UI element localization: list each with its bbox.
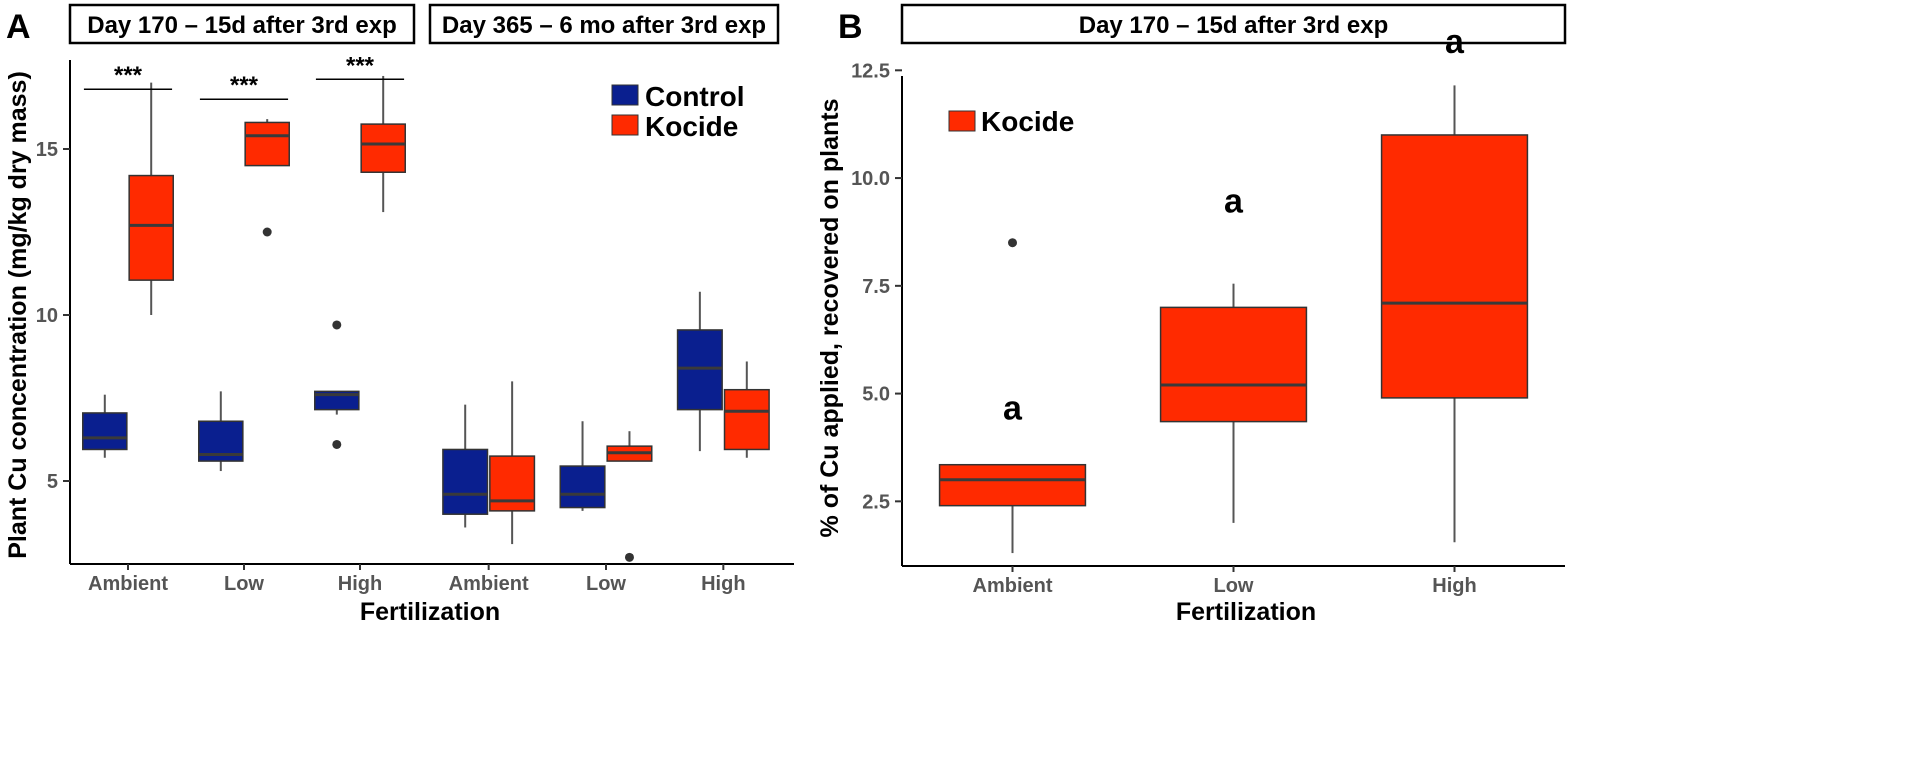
box-a1-low-kocide-outlier-0 — [262, 227, 272, 237]
legend-entry-kocide-swatch — [611, 114, 639, 136]
legend-entry-control-label: Control — [645, 81, 745, 112]
x-axis-title-a: Fertilization — [360, 598, 500, 626]
box-a2-low-control-box — [559, 465, 606, 509]
box-a2-high-kocide-box — [723, 388, 770, 451]
legend-entry-control-swatch — [611, 84, 639, 106]
facet-strip-label-1: Day 170 – 15d after 3rd exp — [87, 12, 397, 39]
y-tick-label-a-1: 10 — [36, 305, 58, 327]
group-letter-high: a — [1445, 23, 1465, 61]
legend-b-kocide-swatch — [948, 110, 976, 132]
significance-label-high: *** — [346, 52, 375, 79]
y-axis-title-a: Plant Cu concentration (mg/kg dry mass) — [4, 71, 32, 559]
x-tick-label-b-low: Low — [1214, 575, 1254, 597]
box-a1-high-kocide-box — [360, 123, 406, 173]
panel-label-a: A — [6, 8, 31, 46]
y-tick-label-b-1: 5.0 — [862, 384, 890, 406]
y-axis-title-b: % of Cu applied, recovered on plants — [816, 99, 844, 538]
box-a2-low-kocide-outlier-0 — [624, 552, 634, 562]
x-tick-label-a-2-low: Low — [586, 573, 626, 595]
box-b-ambient-outlier-0 — [1008, 238, 1017, 248]
facet-strip-2 — [428, 3, 780, 45]
box-b-ambient-box — [938, 463, 1087, 507]
facet-strip-label-2: Day 365 – 6 mo after 3rd exp — [442, 12, 766, 39]
box-b-low-box — [1159, 306, 1308, 423]
facet-strip-label-b: Day 170 – 15d after 3rd exp — [1079, 12, 1389, 39]
x-tick-label-a-1-low: Low — [224, 573, 264, 595]
box-a2-ambient-kocide-box — [489, 455, 536, 512]
y-tick-label-a-0: 5 — [47, 471, 58, 493]
legend-entry-kocide-label: Kocide — [645, 111, 738, 142]
box-a2-ambient-control-box — [442, 448, 489, 515]
x-tick-label-a-2-high: High — [701, 573, 745, 595]
x-tick-label-a-1-ambient: Ambient — [88, 573, 168, 595]
box-a1-low-kocide-box — [244, 121, 290, 167]
y-tick-label-b-4: 12.5 — [851, 60, 890, 82]
y-tick-label-a-2: 15 — [36, 139, 58, 161]
x-tick-label-b-ambient: Ambient — [973, 575, 1053, 597]
legend-b-kocide-label: Kocide — [981, 106, 1074, 137]
box-a2-high-control-box — [676, 329, 723, 411]
facet-strip-1 — [68, 3, 416, 45]
group-letter-ambient: a — [1003, 389, 1023, 427]
x-tick-label-b-high: High — [1432, 575, 1476, 597]
facet-strip-b — [900, 3, 1567, 45]
box-a1-ambient-kocide-box — [128, 174, 174, 281]
box-a1-ambient-control-box — [82, 412, 128, 451]
x-axis-title-b: Fertilization — [1176, 598, 1316, 626]
panel-label-b: B — [838, 8, 863, 46]
box-b-high-box — [1380, 134, 1529, 399]
x-tick-label-a-1-high: High — [338, 573, 382, 595]
significance-label-low: *** — [230, 72, 259, 99]
box-a1-high-control-outlier-1 — [332, 439, 342, 449]
y-tick-label-b-3: 10.0 — [851, 168, 890, 190]
y-tick-label-b-2: 7.5 — [862, 276, 890, 298]
x-tick-label-a-2-ambient: Ambient — [449, 573, 529, 595]
group-letter-low: a — [1224, 183, 1244, 221]
significance-label-ambient: *** — [114, 62, 143, 89]
box-a1-high-control-outlier-0 — [332, 320, 342, 330]
y-tick-label-b-0: 2.5 — [862, 491, 890, 513]
